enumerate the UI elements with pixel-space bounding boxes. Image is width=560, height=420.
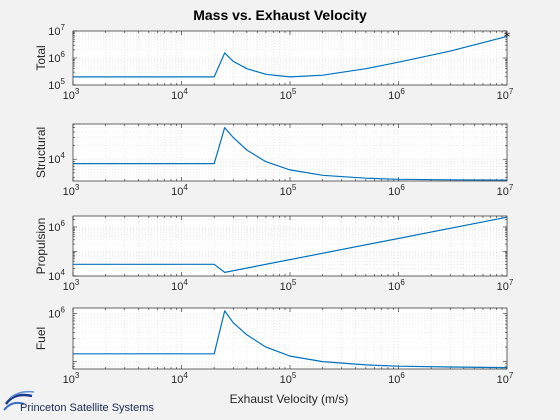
x-axis-label: Exhaust Velocity (m/s) — [230, 392, 349, 406]
y-tick-label: 104 — [48, 151, 65, 166]
y-tick-label: 104 — [48, 268, 65, 283]
y-axis-label: Total — [34, 45, 48, 70]
x-tick-label: 105 — [280, 183, 297, 198]
series-line-fuel — [73, 310, 508, 369]
x-tick-label: 104 — [171, 87, 188, 102]
y-tick-label: 107 — [48, 23, 65, 38]
x-tick-label: 107 — [497, 183, 514, 198]
axes-box — [72, 30, 508, 86]
series-line-total — [73, 35, 508, 78]
y-tick-label: 105 — [48, 77, 65, 92]
axes-box — [72, 123, 508, 182]
series-line-propulsion — [73, 216, 508, 273]
y-axis-label: Fuel — [34, 327, 48, 350]
axes-box — [72, 215, 508, 277]
grid — [73, 31, 507, 85]
x-tick-label: 105 — [280, 371, 297, 386]
x-tick-label: 106 — [388, 183, 405, 198]
series-line-structural — [73, 126, 508, 181]
chart-title: Mass vs. Exhaust Velocity — [193, 7, 367, 23]
x-tick-label: 106 — [388, 87, 405, 102]
x-tick-label: 105 — [280, 87, 297, 102]
y-axis-label: Structural — [34, 127, 48, 178]
logo-text: Princeton Satellite Systems — [20, 402, 154, 414]
x-tick-label: 103 — [63, 183, 80, 198]
x-tick-label: 103 — [63, 278, 80, 293]
y-axis-label: Propulsion — [34, 218, 48, 275]
y-tick-label: 106 — [48, 50, 65, 65]
logo: Princeton Satellite Systems — [3, 390, 154, 414]
grid — [73, 308, 507, 369]
x-tick-label: 103 — [63, 87, 80, 102]
y-tick-label: 106 — [48, 305, 65, 320]
x-tick-label: 103 — [63, 371, 80, 386]
x-tick-label: 106 — [388, 278, 405, 293]
x-tick-label: 105 — [280, 278, 297, 293]
x-tick-label: 107 — [497, 371, 514, 386]
x-tick-label: 104 — [171, 183, 188, 198]
x-tick-label: 106 — [388, 371, 405, 386]
x-tick-label: 107 — [497, 87, 514, 102]
logo-swoosh-icon — [3, 390, 35, 411]
x-tick-label: 104 — [171, 278, 188, 293]
x-tick-label: 107 — [497, 278, 514, 293]
x-tick-label: 104 — [171, 371, 188, 386]
y-tick-label: 106 — [48, 219, 65, 234]
axes-box — [72, 307, 508, 370]
